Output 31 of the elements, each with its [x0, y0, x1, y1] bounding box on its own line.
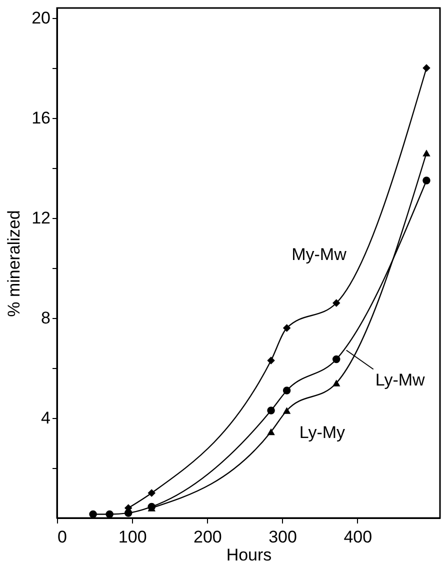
legend-label: Ly-Mw [375, 370, 426, 390]
point [282, 324, 291, 332]
y-axis-title: % mineralized [4, 210, 24, 317]
x-tick-label: 200 [194, 528, 222, 546]
point [267, 406, 275, 414]
point [332, 355, 340, 364]
y-tick-label: 20 [32, 8, 50, 28]
y-tick-label: 4 [41, 408, 50, 428]
point [124, 509, 132, 517]
point [282, 386, 291, 394]
x-tick-label: 400 [344, 528, 372, 546]
point [422, 150, 430, 156]
x-tick-label: 100 [118, 528, 147, 546]
point [106, 510, 114, 518]
point [148, 489, 156, 497]
point [422, 64, 430, 72]
point [422, 176, 430, 184]
y-tick-label: 12 [32, 208, 50, 228]
series-label: My-Mw [292, 245, 348, 264]
x-tick-label: 0 [58, 528, 67, 546]
series-label: Ly-My [299, 423, 346, 442]
y-tick-label: 16 [32, 108, 50, 128]
point [89, 510, 97, 518]
point [282, 407, 291, 414]
y-tick-label: 8 [41, 308, 50, 328]
x-tick-label: 300 [268, 528, 297, 546]
point [267, 356, 275, 364]
x-axis-title: Hours [226, 546, 272, 564]
point [267, 428, 275, 436]
point [332, 299, 340, 307]
point [332, 380, 340, 386]
